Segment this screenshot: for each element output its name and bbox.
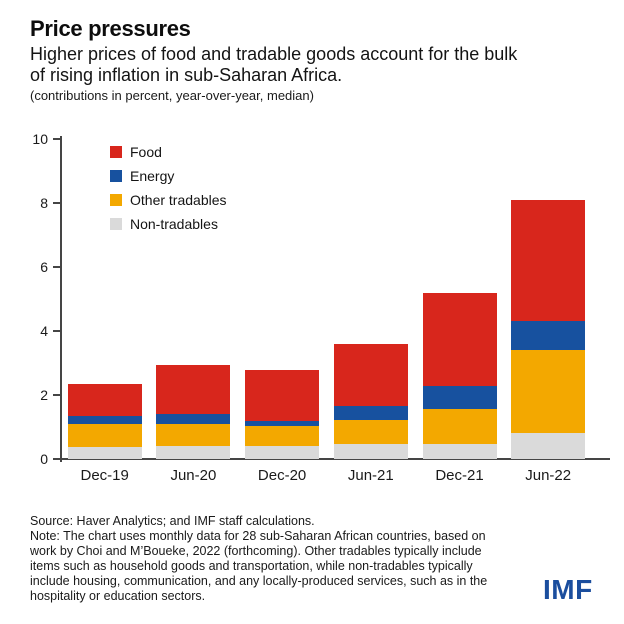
x-axis-line	[54, 458, 610, 460]
bar-segment-jun-22-food	[511, 199, 586, 322]
y-tick	[53, 394, 61, 396]
chart-units-caption: (contributions in percent, year-over-yea…	[30, 88, 314, 103]
subtitle-line-1: Higher prices of food and tradable goods…	[30, 44, 518, 64]
legend-item-energy: Energy	[110, 168, 227, 184]
legend-swatch-food	[110, 146, 122, 158]
legend-item-other-tradables: Other tradables	[110, 192, 227, 208]
y-tick	[53, 330, 61, 332]
bar-segment-jun-20-energy	[156, 414, 231, 425]
bar-segment-jun-20-food	[156, 364, 231, 415]
note-line-4: include housing, communication, and any …	[30, 574, 488, 588]
y-tick	[53, 138, 61, 140]
bar-segment-dec-21-energy	[422, 386, 497, 410]
bar-segment-jun-21-energy	[333, 405, 408, 420]
legend-label: Food	[130, 144, 162, 160]
y-tick-label: 2	[40, 387, 48, 403]
subtitle-line-2: of rising inflation in sub-Saharan Afric…	[30, 65, 343, 85]
legend-item-food: Food	[110, 144, 227, 160]
y-tick-label: 8	[40, 195, 48, 211]
bar-segment-dec-20-non-tradables	[245, 446, 320, 459]
source-text: Source: Haver Analytics; and IMF staff c…	[30, 514, 315, 528]
note-line-3: items such as household goods and transp…	[30, 559, 473, 573]
x-tick-label-jun-22: Jun-22	[525, 467, 572, 484]
y-tick	[53, 458, 61, 460]
note-line-1: Note: The chart uses monthly data for 28…	[30, 529, 486, 543]
y-tick-label: 0	[40, 451, 48, 467]
legend-swatch-other-tradables	[110, 194, 122, 206]
legend-label: Other tradables	[130, 192, 227, 208]
imf-logo: IMF	[543, 574, 593, 605]
legend-label: Non-tradables	[130, 216, 218, 232]
x-tick-label-dec-20: Dec-20	[257, 467, 307, 484]
legend: Food Energy Other tradables Non-tradables	[110, 144, 227, 242]
bar-segment-dec-20-energy	[245, 420, 320, 427]
legend-item-non-tradables: Non-tradables	[110, 216, 227, 232]
x-tick-label-dec-19: Dec-19	[80, 467, 129, 484]
bar-segment-dec-21-non-tradables	[422, 444, 497, 459]
bar-segment-dec-20-other-tradables	[245, 426, 320, 447]
x-tick-label-jun-21: Jun-21	[347, 467, 394, 484]
legend-label: Energy	[130, 168, 175, 184]
bar-segment-dec-20-food	[245, 370, 320, 421]
bar-segment-jun-20-non-tradables	[156, 446, 231, 459]
bar-segment-dec-19-energy	[67, 415, 142, 425]
y-tick-label: 4	[40, 323, 48, 339]
legend-swatch-energy	[110, 170, 122, 182]
y-tick-label: 6	[40, 259, 48, 275]
bar-segment-dec-21-other-tradables	[422, 409, 497, 445]
y-axis-line	[60, 136, 62, 462]
bar-segment-jun-21-non-tradables	[333, 443, 408, 459]
page-title: Price pressures	[30, 16, 191, 41]
bar-segment-jun-22-non-tradables	[511, 433, 586, 459]
bar-segment-dec-21-food	[422, 293, 497, 387]
note-line-2: work by Choi and M’Boueke, 2022 (forthco…	[30, 544, 482, 558]
bar-segment-jun-22-other-tradables	[511, 350, 586, 434]
bar-segment-jun-20-other-tradables	[156, 424, 231, 447]
bar-segment-jun-21-food	[333, 343, 408, 406]
bar-segment-jun-22-energy	[511, 321, 586, 351]
x-tick-label-dec-21: Dec-21	[435, 467, 484, 484]
y-tick	[53, 266, 61, 268]
bar-segment-jun-21-other-tradables	[333, 419, 408, 444]
note-line-5: hospitality or education sectors.	[30, 589, 206, 603]
legend-swatch-non-tradables	[110, 218, 122, 230]
y-tick-label: 10	[32, 131, 48, 147]
x-tick-label-jun-20: Jun-20	[170, 467, 217, 484]
y-tick	[53, 202, 61, 204]
bar-segment-dec-19-food	[67, 383, 142, 416]
bar-segment-dec-19-other-tradables	[67, 424, 142, 447]
bar-segment-dec-19-non-tradables	[67, 446, 142, 459]
